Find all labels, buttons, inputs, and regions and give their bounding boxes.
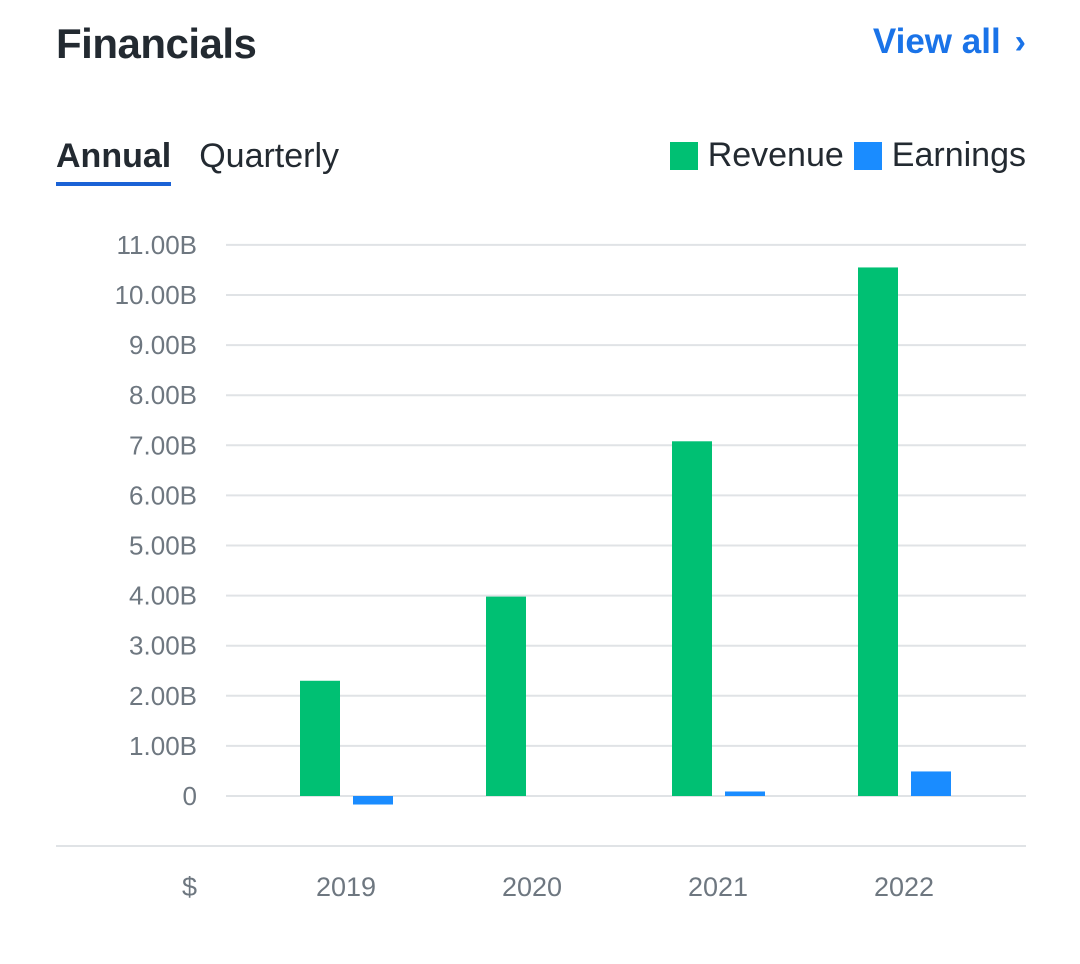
earnings-bar-2021 [725,791,765,796]
earnings-bar-2022 [911,771,951,796]
revenue-bar-2019 [300,680,340,796]
revenue-bar-2020 [486,596,526,796]
legend-label-revenue: Revenue [707,136,844,174]
section-title: Financials [56,20,257,67]
y-tick-label: 0 [183,781,197,811]
y-tick-label: 1.00B [129,731,197,761]
revenue-bar-2021 [672,441,712,796]
y-tick-label: 7.00B [129,430,197,460]
y-tick-label: 11.00B [117,230,197,260]
legend-item-revenue[interactable]: Revenue [669,136,844,175]
y-tick-label: 3.00B [129,631,197,661]
y-tick-label: 6.00B [129,480,197,510]
earnings-bar-2019 [353,796,393,805]
revenue-bar-2022 [858,267,898,796]
chevron-right-icon: › [1014,23,1026,61]
tab-quarterly[interactable]: Quarterly [199,137,340,175]
y-tick-label: 5.00B [129,531,197,561]
y-tick-label: 4.00B [129,581,197,611]
y-tick-label: 2.00B [129,681,197,711]
chart-legend: Revenue Earnings [669,136,1026,175]
tab-annual[interactable]: Annual [56,134,172,186]
view-all-label: View all [872,22,1001,61]
x-tick-label: 2020 [502,872,562,902]
legend-swatch-earnings [853,141,882,170]
legend-label-earnings: Earnings [891,136,1026,174]
legend-item-earnings[interactable]: Earnings [853,136,1026,175]
x-tick-label: 2021 [688,872,748,902]
y-tick-label: 9.00B [129,330,197,360]
y-tick-label: 10.00B [115,280,197,310]
y-tick-label: 8.00B [129,380,197,410]
x-tick-label: 2022 [874,872,934,902]
view-all-link[interactable]: View all › [873,22,1026,62]
currency-label: $ [182,872,197,902]
period-tabs: Annual Quarterly [56,134,367,186]
x-tick-label: 2019 [316,872,376,902]
legend-swatch-revenue [669,141,698,170]
